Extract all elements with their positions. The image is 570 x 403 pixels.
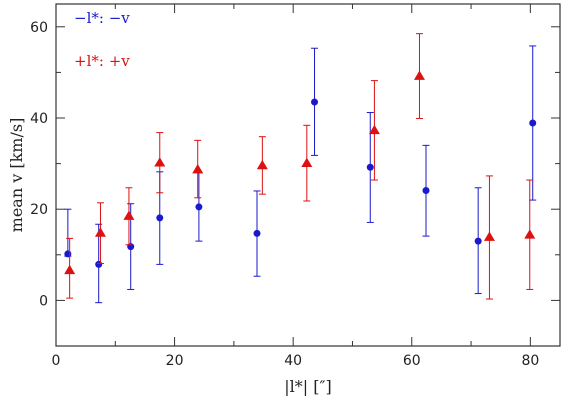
y-tick-label: 0 bbox=[39, 293, 48, 309]
data-point bbox=[95, 260, 103, 268]
data-point bbox=[123, 210, 135, 220]
y-tick-label: 20 bbox=[30, 202, 48, 218]
axis-tick-labels: 0 20 40 60 80 0 20 40 60 bbox=[30, 20, 539, 369]
legend: −l*: −v +l*: +v bbox=[74, 9, 130, 70]
data-point bbox=[94, 227, 106, 237]
y-axis-title: mean v [km/s] bbox=[7, 118, 26, 233]
data-point bbox=[127, 243, 135, 251]
data-point bbox=[366, 163, 374, 171]
data-point bbox=[529, 119, 537, 127]
axis-ticks bbox=[55, 4, 560, 347]
data-point bbox=[311, 98, 319, 106]
data-point bbox=[256, 159, 268, 170]
data-point bbox=[253, 229, 261, 237]
data-point bbox=[154, 157, 166, 167]
x-tick-label: 0 bbox=[52, 353, 61, 369]
series-1 bbox=[64, 33, 536, 300]
legend-entry-0: −l*: −v bbox=[74, 9, 130, 27]
data-point bbox=[368, 124, 380, 135]
x-tick-label: 20 bbox=[166, 353, 184, 369]
data-point bbox=[422, 187, 430, 195]
data-point bbox=[195, 203, 203, 211]
data-point bbox=[64, 264, 76, 275]
data-point bbox=[483, 231, 495, 241]
y-tick-label: 40 bbox=[30, 111, 48, 127]
x-tick-label: 40 bbox=[284, 353, 302, 369]
legend-entry-1: +l*: +v bbox=[74, 52, 130, 70]
data-point bbox=[156, 214, 164, 222]
x-axis-title: |l*| [″] bbox=[284, 377, 331, 396]
data-point bbox=[192, 164, 204, 174]
plot-frame bbox=[55, 3, 561, 347]
data-point bbox=[474, 237, 482, 245]
x-tick-label: 60 bbox=[403, 353, 421, 369]
series-0 bbox=[64, 45, 537, 304]
data-point bbox=[64, 250, 72, 258]
data-point bbox=[524, 229, 536, 239]
data-series bbox=[64, 33, 537, 304]
x-tick-label: 80 bbox=[521, 353, 539, 369]
data-point bbox=[413, 70, 425, 80]
data-point bbox=[301, 157, 313, 167]
y-tick-label: 60 bbox=[30, 20, 48, 36]
